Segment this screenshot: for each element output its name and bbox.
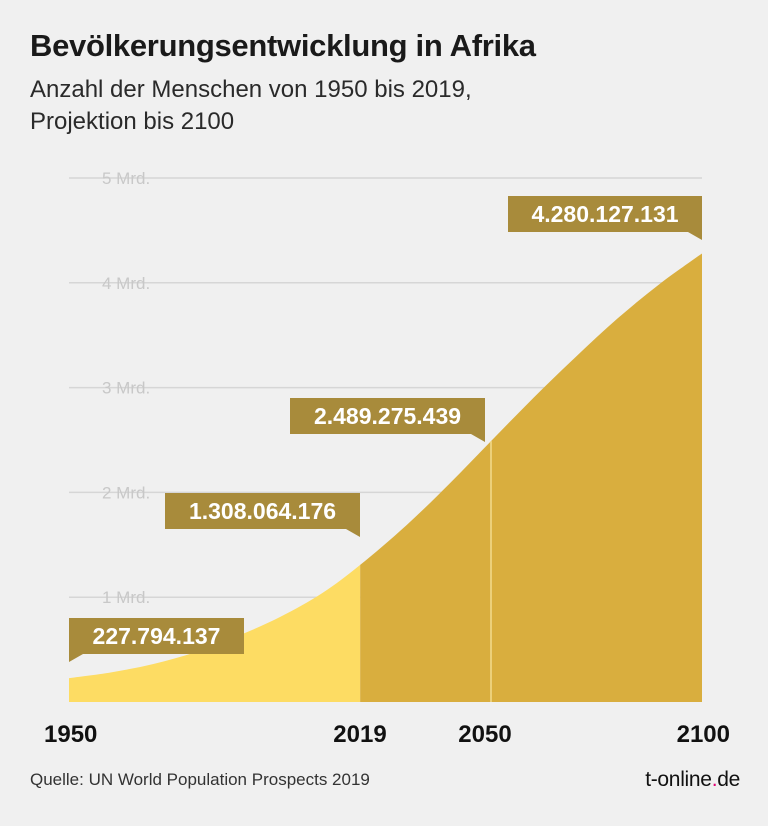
historical-area [69, 564, 361, 702]
data-label-text: 1.308.064.176 [189, 498, 336, 524]
source-note: Quelle: UN World Population Prospects 20… [30, 770, 370, 789]
data-label-text: 227.794.137 [93, 623, 221, 649]
x-tick-label-2050: 2050 [458, 721, 511, 748]
data-label-2019: 1.308.064.176 [165, 493, 360, 537]
x-tick-label-1950: 1950 [44, 721, 97, 748]
data-label-1950: 227.794.137 [69, 618, 244, 662]
data-label-text: 4.280.127.131 [531, 201, 678, 227]
brand-dot: . [711, 768, 718, 791]
data-label-2050: 2.489.275.439 [290, 398, 485, 442]
brand-main: t-online [645, 768, 712, 791]
x-tick-label-2019: 2019 [333, 721, 386, 748]
y-tick-label: 4 Mrd. [102, 274, 150, 293]
y-tick-label: 3 Mrd. [102, 379, 150, 398]
data-label-2100: 4.280.127.131 [508, 196, 702, 240]
data-label-text: 2.489.275.439 [314, 403, 461, 429]
y-tick-label: 1 Mrd. [102, 588, 150, 607]
chart-title: Bevölkerungsentwicklung in Afrika [30, 28, 536, 63]
x-tick-label-2100: 2100 [677, 721, 730, 748]
chart-subtitle: Anzahl der Menschen von 1950 bis 2019, P… [30, 74, 650, 138]
brand-tld: de [717, 768, 740, 791]
y-tick-label: 5 Mrd. [102, 169, 150, 188]
brand-logo: t-online.de [645, 768, 740, 792]
subtitle-line-1: Anzahl der Menschen von 1950 bis 2019, [30, 76, 472, 103]
y-tick-label: 2 Mrd. [102, 483, 150, 502]
subtitle-line-2: Projektion bis 2100 [30, 108, 235, 135]
projection-area [360, 253, 702, 702]
